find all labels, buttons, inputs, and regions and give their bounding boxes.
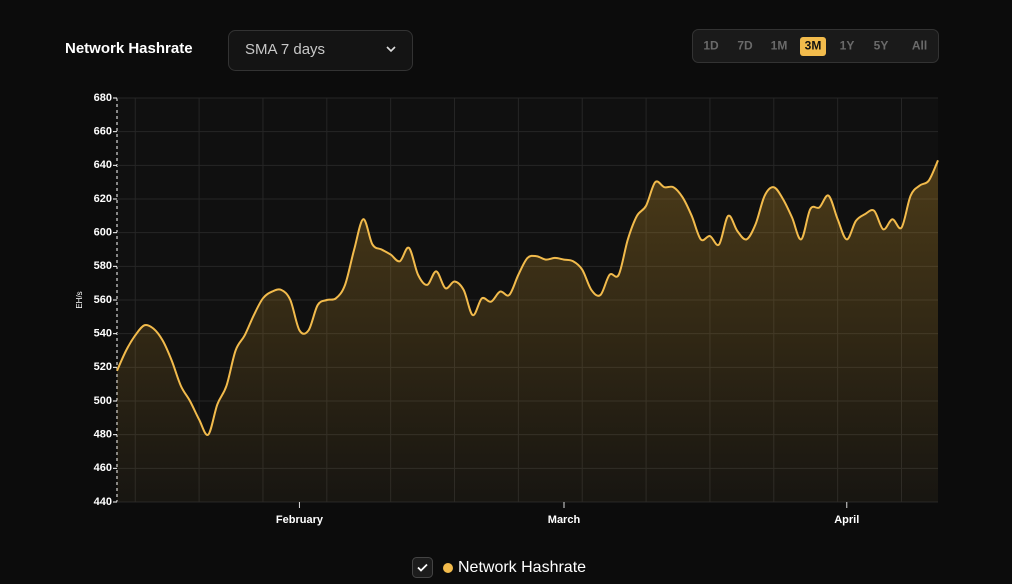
legend-dot xyxy=(443,563,453,573)
legend-label: Network Hashrate xyxy=(458,559,586,576)
dropdown-arrow xyxy=(386,46,396,53)
chart-title: Network Hashrate xyxy=(65,40,193,57)
range-button[interactable]: 1Y xyxy=(840,39,855,53)
dropdown[interactable] xyxy=(228,30,413,71)
range-button[interactable]: 1D xyxy=(703,39,719,53)
range-button[interactable]: 1M xyxy=(771,39,788,53)
check-icon xyxy=(417,563,428,572)
y-tick-label: 520 xyxy=(94,361,112,373)
y-tick-label: 600 xyxy=(94,227,112,239)
y-axis-label: EH/s xyxy=(75,291,84,308)
y-tick-label: 660 xyxy=(94,126,112,138)
x-tick-label: February xyxy=(276,514,324,526)
y-tick-label: 480 xyxy=(94,429,112,441)
x-tick-label: April xyxy=(834,514,859,526)
legend-checkbox[interactable] xyxy=(412,557,433,578)
y-tick-label: 680 xyxy=(94,92,112,104)
y-tick-label: 580 xyxy=(94,260,112,272)
area xyxy=(117,160,938,503)
range-button[interactable]: 5Y xyxy=(874,39,889,53)
line xyxy=(116,159,939,436)
y-tick-label: 460 xyxy=(94,462,112,474)
range-button[interactable]: 7D xyxy=(737,39,753,53)
y-tick-label: 500 xyxy=(94,395,112,407)
y-tick-label: 560 xyxy=(94,294,112,306)
y-tick-label: 640 xyxy=(94,159,112,171)
y-tick-label: 440 xyxy=(94,496,112,508)
y-tick-label: 540 xyxy=(94,328,112,340)
range-button-active[interactable] xyxy=(800,37,826,56)
y-tick-label: 620 xyxy=(94,193,112,205)
dropdown-label: SMA 7 days xyxy=(245,41,325,58)
range-button[interactable]: All xyxy=(912,39,927,53)
x-tick-label: March xyxy=(548,514,581,526)
range-button[interactable]: 3M xyxy=(805,39,822,53)
